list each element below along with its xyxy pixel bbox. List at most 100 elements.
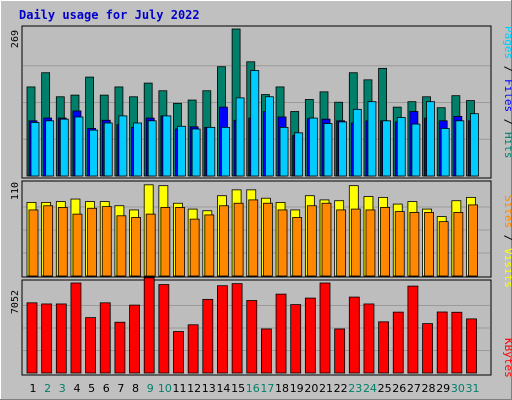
day-label: 3 — [59, 382, 66, 395]
sites-bar — [116, 215, 127, 277]
panel-visits-max-label: 110 — [10, 182, 21, 200]
sites-bar — [380, 207, 391, 277]
sites-bar — [262, 202, 273, 277]
legend-sep-1: / — [502, 59, 512, 79]
sites-bar — [248, 199, 259, 277]
kbytes-bar — [231, 283, 243, 374]
day-labels: 1 2 3 4 5 6 7 8 9 10 11 12 13 14 15 16 17 18 19 20 21 22 23 24 2… — [30, 382, 480, 395]
sites-bar — [101, 206, 112, 277]
sites-bar — [189, 218, 200, 277]
pages-bar — [147, 120, 157, 177]
pages-bar — [59, 118, 69, 177]
pages-bar — [440, 128, 450, 177]
sites-bar — [204, 214, 215, 277]
pages-bar — [250, 70, 260, 177]
day-label: 5 — [88, 382, 95, 395]
pages-bar — [426, 101, 435, 177]
pages-bar — [221, 126, 230, 177]
sites-bar — [350, 208, 361, 277]
sites-bar — [321, 202, 332, 277]
day-label: 19 — [290, 382, 304, 395]
kbytes-bar — [319, 282, 331, 374]
day-label: 6 — [103, 382, 110, 395]
panel-kbytes-max-label: 7052 — [10, 290, 21, 314]
pages-bar — [103, 122, 113, 177]
kbytes-bar — [260, 328, 272, 374]
sites-bar — [28, 209, 39, 277]
pages-bar — [45, 120, 55, 177]
sites-bar — [160, 207, 171, 277]
sites-bar — [306, 205, 317, 277]
pages-bar — [455, 120, 465, 177]
pages-bar — [470, 113, 479, 177]
pages-bar — [382, 120, 392, 177]
kbytes-bar — [246, 300, 258, 374]
sites-bar — [57, 207, 68, 277]
kbytes-bar — [363, 303, 375, 374]
legend-files: Files — [502, 79, 512, 112]
kbytes-bar — [173, 331, 184, 374]
sites-bar — [453, 212, 464, 277]
kbytes-bar — [158, 284, 170, 374]
kbytes-bar — [275, 293, 287, 374]
legend-hits: Hits — [502, 132, 512, 159]
kbytes-bar — [99, 302, 111, 374]
pages-bar — [89, 129, 98, 177]
pages-bar — [264, 96, 274, 177]
panel-kbytes-legend: KBytes — [502, 338, 512, 378]
day-label: 7 — [117, 382, 124, 395]
kbytes-bar — [466, 318, 477, 374]
legend-sep-2: / — [502, 112, 512, 132]
pages-bar — [411, 123, 421, 177]
sites-bar — [438, 221, 449, 277]
day-label: 8 — [132, 382, 139, 395]
day-label: 16 — [246, 382, 260, 395]
day-label: 2 — [44, 382, 51, 395]
legend-pages: Pages — [502, 26, 512, 59]
kbytes-bar — [143, 277, 155, 374]
pages-bar — [396, 117, 406, 177]
panel-hits-legend: Pages / Files / Hits — [502, 26, 512, 159]
sites-bar — [277, 209, 288, 277]
kbytes-bar — [202, 298, 214, 374]
day-label: 1 — [30, 382, 37, 395]
kbytes-bar — [70, 282, 82, 374]
pages-bar — [279, 126, 289, 177]
panel-hits-max-label: 269 — [10, 30, 21, 48]
day-label: 14 — [216, 382, 230, 395]
pages-bar — [367, 101, 377, 177]
day-label: 26 — [392, 382, 406, 395]
pages-bar — [352, 108, 362, 177]
kbytes-bar — [407, 285, 419, 374]
day-label: 30 — [451, 382, 465, 395]
pages-bar — [30, 122, 40, 177]
sites-bar — [219, 205, 229, 277]
kbytes-bar — [290, 304, 302, 374]
pages-bar — [308, 117, 318, 177]
legend-sites: Sites — [502, 195, 512, 228]
day-label: 13 — [202, 382, 216, 395]
day-label: 11 — [173, 382, 187, 395]
sites-bar — [72, 213, 83, 277]
day-label: 24 — [363, 382, 377, 395]
day-label: 27 — [407, 382, 421, 395]
sites-bar — [336, 209, 347, 277]
panel-visits-legend: Sites / Visits — [502, 195, 512, 288]
sites-bar — [175, 207, 185, 277]
kbytes-bar — [129, 304, 140, 374]
kbytes-bar — [378, 321, 390, 374]
sites-bar — [87, 207, 97, 277]
kbytes-bar — [187, 324, 199, 374]
day-label: 25 — [378, 382, 392, 395]
kbytes-bar — [451, 311, 463, 374]
legend-sep-3: / — [502, 228, 512, 248]
pages-bar — [162, 115, 172, 177]
day-label: 12 — [187, 382, 201, 395]
day-label: 17 — [260, 382, 274, 395]
day-label: 22 — [334, 382, 348, 395]
chart-title: Daily usage for July 2022 — [19, 8, 200, 22]
pages-bar — [118, 115, 128, 177]
day-label: 28 — [422, 382, 436, 395]
kbytes-bar — [114, 321, 126, 374]
day-label: 21 — [319, 382, 333, 395]
